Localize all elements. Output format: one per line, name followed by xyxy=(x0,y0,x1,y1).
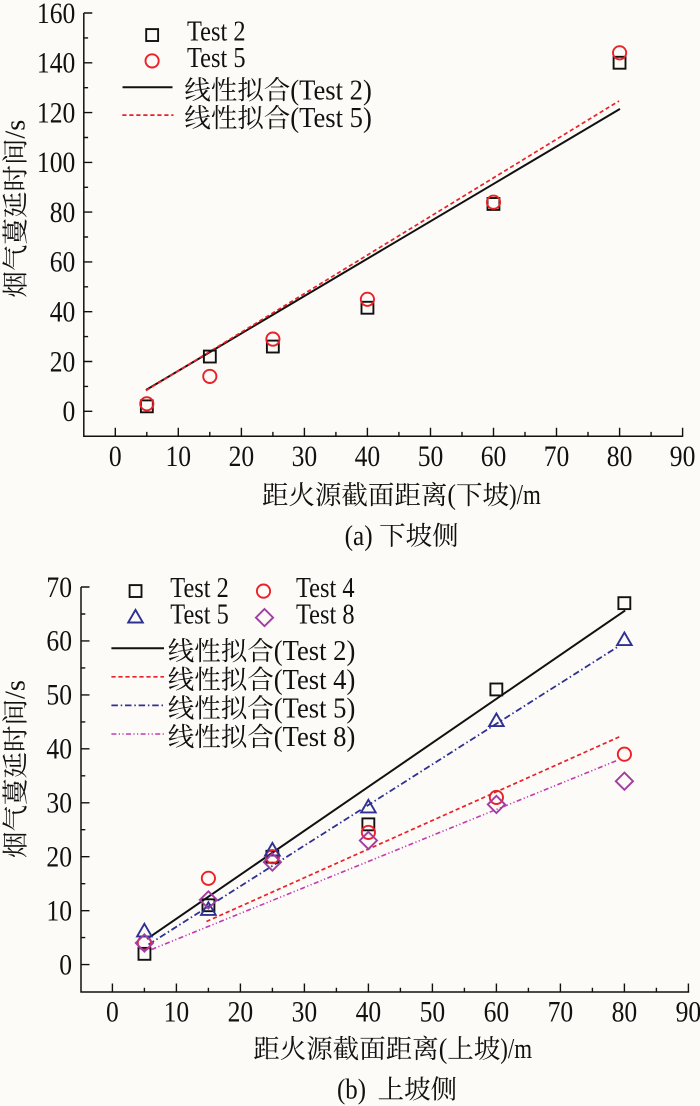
svg-text:(Test 8): (Test 8) xyxy=(274,722,356,753)
svg-text:70: 70 xyxy=(548,996,574,1029)
svg-text:90: 90 xyxy=(676,996,700,1029)
svg-text:(Test 4): (Test 4) xyxy=(274,665,356,696)
svg-text:20: 20 xyxy=(50,345,76,378)
svg-text:/s: /s xyxy=(1,120,32,139)
svg-text:50: 50 xyxy=(418,440,444,473)
svg-text:(: ( xyxy=(439,1034,448,1065)
svg-text:40: 40 xyxy=(50,296,76,329)
svg-text:Test 8: Test 8 xyxy=(296,600,355,631)
svg-text:60: 60 xyxy=(484,996,510,1029)
svg-text:(a): (a) xyxy=(345,521,373,552)
svg-text:80: 80 xyxy=(607,440,633,473)
svg-text:50: 50 xyxy=(46,679,72,712)
svg-text:40: 40 xyxy=(355,440,381,473)
svg-text:20: 20 xyxy=(229,440,255,473)
svg-text:0: 0 xyxy=(59,948,72,981)
svg-text:10: 10 xyxy=(166,440,192,473)
svg-text:Test 4: Test 4 xyxy=(296,573,355,604)
svg-text:(: ( xyxy=(447,480,456,511)
svg-text:(Test 2): (Test 2) xyxy=(290,75,372,106)
svg-text:(Test 5): (Test 5) xyxy=(274,693,356,724)
svg-text:60: 60 xyxy=(481,440,507,473)
svg-text:/s: /s xyxy=(1,680,32,699)
svg-text:(Test 5): (Test 5) xyxy=(290,103,372,134)
svg-text:40: 40 xyxy=(356,996,382,1029)
svg-text:80: 80 xyxy=(50,196,76,229)
svg-text:Test 5: Test 5 xyxy=(170,600,229,631)
svg-text:70: 70 xyxy=(46,571,72,604)
svg-text:0: 0 xyxy=(63,395,76,428)
svg-text:40: 40 xyxy=(46,733,72,766)
svg-text:30: 30 xyxy=(292,440,318,473)
svg-text:0: 0 xyxy=(109,440,122,473)
svg-text:60: 60 xyxy=(46,625,72,658)
svg-text:10: 10 xyxy=(164,996,190,1029)
svg-text:100: 100 xyxy=(37,146,75,179)
svg-text:20: 20 xyxy=(228,996,254,1029)
svg-text:)/m: )/m xyxy=(509,480,541,511)
svg-text:)/m: )/m xyxy=(500,1034,532,1065)
svg-text:140: 140 xyxy=(37,47,75,80)
svg-text:160: 160 xyxy=(37,0,75,30)
svg-text:10: 10 xyxy=(46,895,72,928)
svg-text:60: 60 xyxy=(50,246,76,279)
svg-text:50: 50 xyxy=(420,996,446,1029)
svg-text:30: 30 xyxy=(46,787,72,820)
svg-text:80: 80 xyxy=(612,996,638,1029)
svg-text:120: 120 xyxy=(37,96,75,129)
svg-text:30: 30 xyxy=(292,996,318,1029)
svg-text:Test 5: Test 5 xyxy=(187,43,246,74)
svg-text:0: 0 xyxy=(106,996,119,1029)
svg-text:(Test 2): (Test 2) xyxy=(274,636,356,667)
svg-text:Test 2: Test 2 xyxy=(170,573,229,604)
svg-text:(b): (b) xyxy=(337,1075,366,1106)
svg-text:70: 70 xyxy=(544,440,570,473)
svg-text:Test 2: Test 2 xyxy=(187,17,246,48)
svg-text:20: 20 xyxy=(46,841,72,874)
svg-text:90: 90 xyxy=(670,440,696,473)
